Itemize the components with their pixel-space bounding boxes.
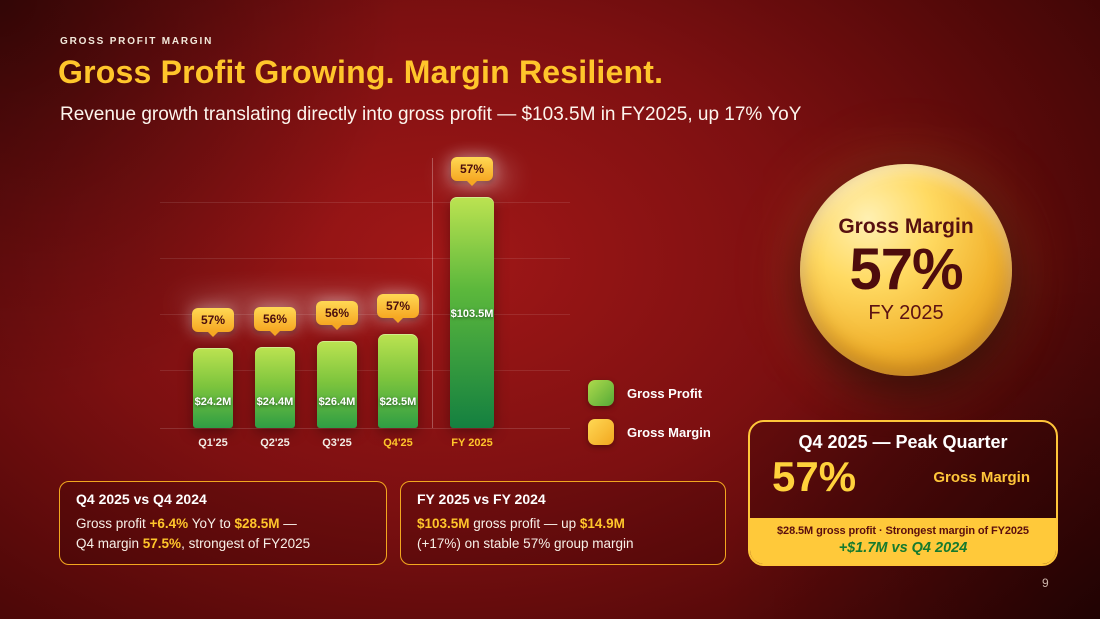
- margin-badge: 57%: [376, 294, 420, 318]
- margin-badge: 56%: [253, 307, 297, 331]
- gridline: [160, 370, 570, 371]
- peak-card-detail: $28.5M gross profit · Strongest margin o…: [777, 525, 1029, 537]
- gross-profit-bar: $28.5M: [378, 334, 418, 428]
- peak-card-row: 57% Gross Margin: [750, 453, 1056, 499]
- gross-profit-bar: $24.2M: [193, 348, 233, 428]
- x-axis-line: [160, 428, 570, 429]
- text-segment: gross profit — up: [469, 516, 580, 531]
- x-axis-label: Q4'25: [383, 437, 413, 449]
- medallion-value: 57%: [849, 237, 963, 303]
- peak-card-delta: +$1.7M vs Q4 2024: [838, 540, 968, 556]
- page-number: 9: [1042, 576, 1049, 590]
- text-segment: Gross profit: [76, 516, 150, 531]
- chart-legend: Gross Profit Gross Margin: [588, 380, 711, 458]
- text-segment: Q4 margin: [76, 535, 143, 551]
- text-segment: , strongest of FY2025: [181, 535, 311, 551]
- x-axis-label: Q1'25: [198, 437, 228, 449]
- bar-value-label: $103.5M: [450, 308, 494, 320]
- medallion-title: Gross Margin: [838, 215, 974, 239]
- legend-item-gross-margin: Gross Margin: [588, 419, 711, 445]
- comparison-card-title: Q4 2025 vs Q4 2024: [76, 491, 207, 507]
- comparison-card-q4: Q4 2025 vs Q4 2024 Gross profit +6.4% Yo…: [59, 481, 387, 565]
- chart-divider: [432, 158, 433, 428]
- peak-quarter-card: Q4 2025 — Peak Quarter 57% Gross Margin …: [748, 420, 1058, 566]
- gross-margin-medallion: Gross Margin 57% FY 2025: [800, 164, 1012, 376]
- gross-profit-chart: 57% $24.2M Q1'25 56% $24.4M Q2'25 56% $2…: [160, 152, 590, 452]
- gridline: [160, 258, 570, 259]
- highlight-segment: +6.4%: [149, 516, 189, 531]
- text-segment: YoY to: [188, 516, 235, 531]
- bar-value-label: $26.4M: [318, 396, 356, 408]
- medallion-period: FY 2025: [868, 301, 944, 324]
- margin-badge-value: 57%: [385, 299, 411, 313]
- bar-value-label: $28.5M: [379, 396, 417, 408]
- legend-swatch-gross-margin: [588, 419, 614, 445]
- highlight-segment: $14.9M: [579, 516, 625, 531]
- margin-badge-value: 56%: [324, 306, 350, 320]
- comparison-card-title: FY 2025 vs FY 2024: [417, 491, 546, 507]
- highlight-segment: $103.5M: [417, 516, 470, 531]
- legend-swatch-gross-profit: [588, 380, 614, 406]
- peak-card-value-label: Gross Margin: [933, 468, 1030, 486]
- margin-badge: 57%: [191, 308, 235, 332]
- legend-label: Gross Margin: [627, 424, 711, 440]
- x-axis-label: Q3'25: [322, 437, 352, 449]
- margin-badge: 57%: [450, 157, 494, 181]
- bar-value-label: $24.2M: [194, 396, 232, 408]
- gridline: [160, 314, 570, 315]
- margin-badge-value: 57%: [459, 162, 485, 176]
- comparison-card-body: $103.5M gross profit — up $14.9M (+17%) …: [417, 514, 709, 553]
- gross-profit-bar: $26.4M: [317, 341, 357, 428]
- gross-profit-bar: $24.4M: [255, 347, 295, 428]
- gross-profit-bar: $103.5M: [450, 197, 494, 428]
- x-axis-label: FY 2025: [451, 437, 493, 449]
- highlight-segment: 57.5%: [142, 535, 182, 551]
- peak-card-value: 57%: [772, 453, 857, 500]
- margin-badge: 56%: [315, 301, 359, 325]
- gridline: [160, 202, 570, 203]
- peak-card-title: Q4 2025 — Peak Quarter: [798, 432, 1008, 452]
- bar-group-fy: 57% $103.5M FY 2025: [441, 157, 503, 449]
- slide-title: Gross Profit Growing. Margin Resilient.: [58, 54, 664, 90]
- text-segment: —: [279, 516, 297, 531]
- bar-group-q1: 57% $24.2M Q1'25: [182, 308, 244, 449]
- margin-badge-value: 56%: [262, 312, 288, 326]
- peak-card-band: $28.5M gross profit · Strongest margin o…: [750, 518, 1056, 564]
- bar-group-q2: 56% $24.4M Q2'25: [244, 307, 306, 449]
- x-axis-label: Q2'25: [260, 437, 290, 449]
- highlight-segment: $28.5M: [234, 516, 280, 531]
- slide-subtitle: Revenue growth translating directly into…: [60, 104, 802, 125]
- bar-group-q3: 56% $26.4M Q3'25: [306, 301, 368, 449]
- bar-group-q4: 57% $28.5M Q4'25: [367, 294, 429, 449]
- bar-value-label: $24.4M: [256, 396, 294, 408]
- legend-item-gross-profit: Gross Profit: [588, 380, 711, 406]
- comparison-card-fy: FY 2025 vs FY 2024 $103.5M gross profit …: [400, 481, 726, 565]
- margin-badge-value: 57%: [200, 313, 226, 327]
- comparison-card-body: Gross profit +6.4% YoY to $28.5M — Q4 ma…: [76, 514, 370, 553]
- legend-label: Gross Profit: [627, 385, 703, 401]
- eyebrow-label: GROSS PROFIT MARGIN: [60, 36, 214, 47]
- text-segment: (+17%) on stable 57% group margin: [417, 535, 634, 551]
